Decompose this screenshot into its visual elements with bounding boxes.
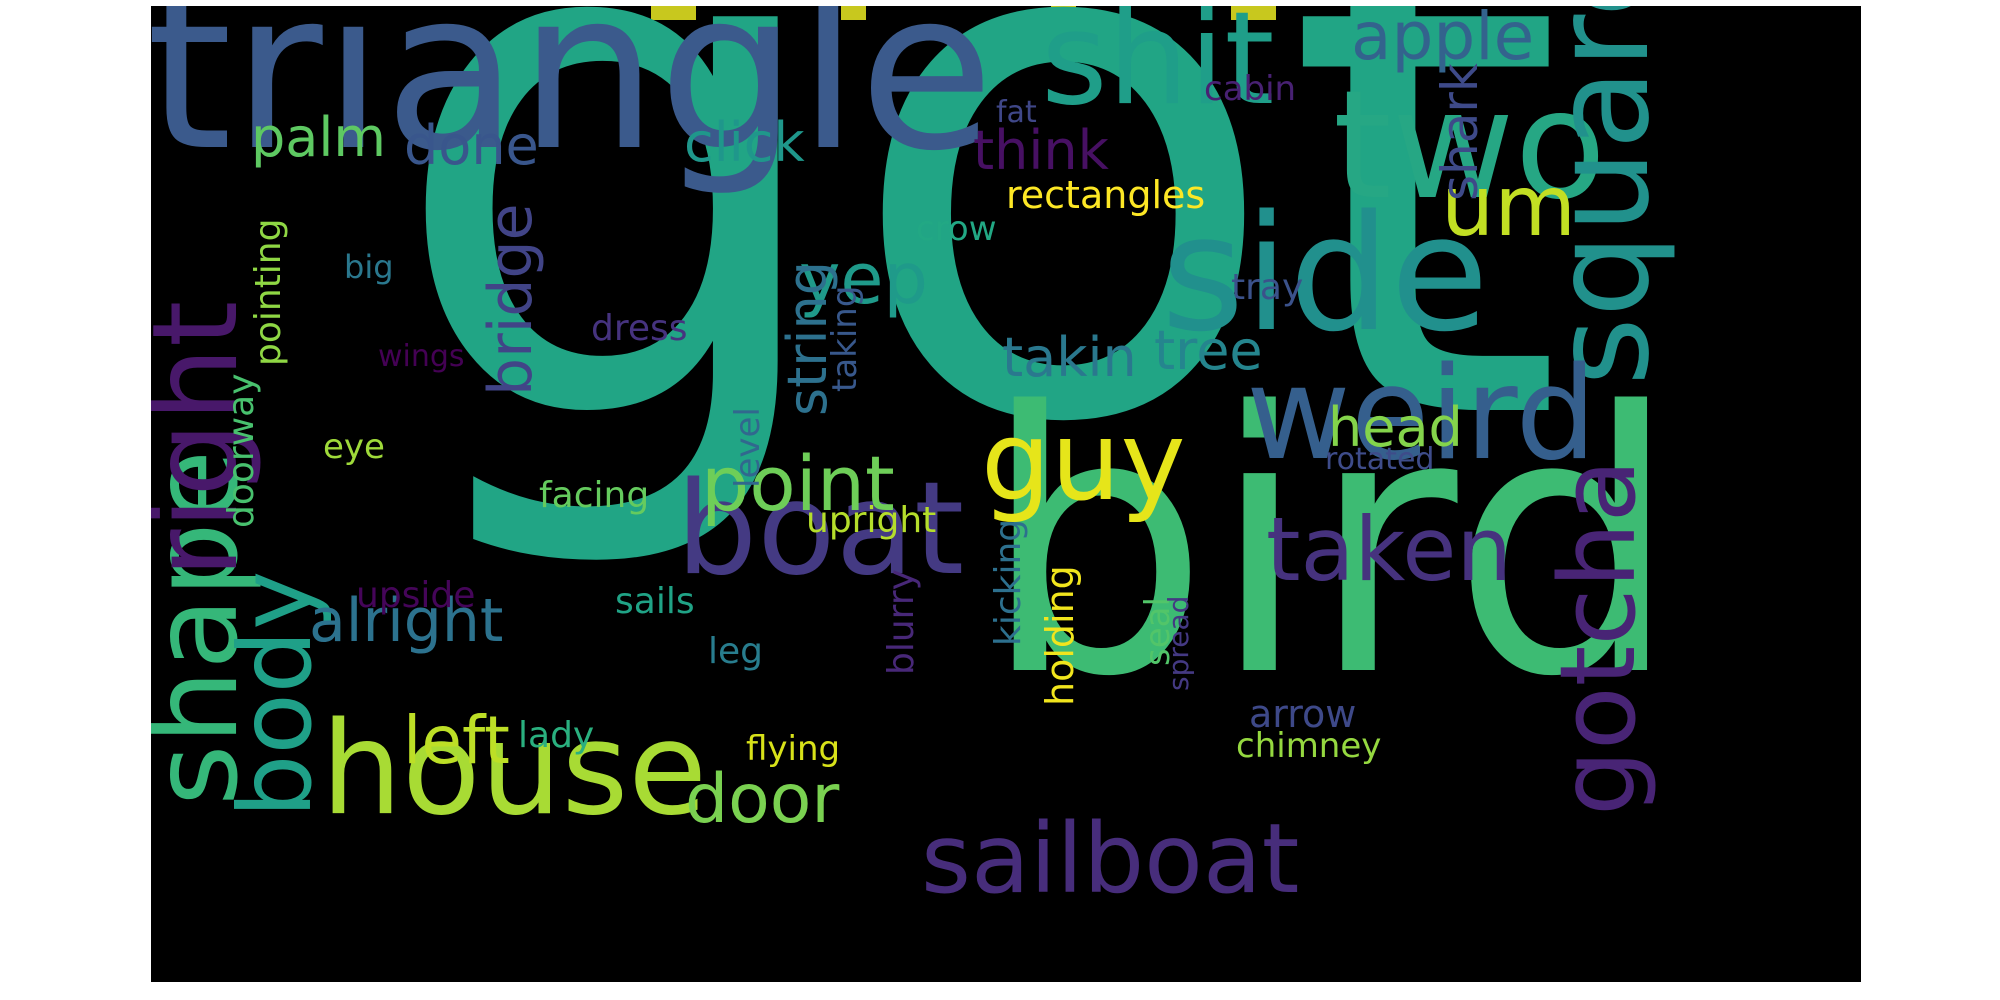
word-wings: wings bbox=[378, 339, 465, 374]
word-boat: boat bbox=[676, 455, 965, 604]
word-done: done bbox=[404, 114, 539, 177]
word-taking: taking bbox=[825, 285, 865, 392]
word-head: head bbox=[1328, 396, 1463, 459]
word-pointing: pointing bbox=[248, 218, 289, 366]
word-click: click bbox=[684, 111, 805, 174]
word-tray: tray bbox=[1231, 267, 1304, 308]
word-fat: fat bbox=[996, 95, 1037, 130]
word-doorway: doorway bbox=[221, 373, 262, 528]
word-rotated: rotated bbox=[1325, 442, 1435, 477]
word-flying: flying bbox=[746, 729, 841, 769]
word-kicking: kicking bbox=[988, 518, 1029, 646]
word-eye: eye bbox=[323, 427, 385, 467]
word-leg: leg bbox=[708, 631, 764, 672]
word-chimney: chimney bbox=[1236, 726, 1382, 766]
word-dress: dress bbox=[591, 308, 688, 349]
word-bird: bird bbox=[981, 336, 1680, 755]
word-rectangles: rectangles bbox=[1006, 173, 1206, 217]
word-house: house bbox=[321, 695, 707, 844]
word-side: side bbox=[1161, 180, 1489, 367]
word-got: got bbox=[386, 6, 1566, 580]
word-door: door bbox=[685, 760, 840, 839]
word-facing: facing bbox=[539, 475, 650, 516]
word-triangle: triangle bbox=[151, 6, 995, 199]
word-arrow: arrow bbox=[1249, 692, 1357, 736]
word-lady: lady bbox=[518, 715, 595, 756]
clipped-word-top-1 bbox=[651, 6, 696, 20]
word-cabin: cabin bbox=[1204, 69, 1297, 109]
word-two: two bbox=[1333, 59, 1607, 233]
word-cloud: got bird triangle shit two side square weird hou… bbox=[151, 6, 1861, 982]
word-crow: crow bbox=[916, 209, 997, 249]
word-upside: upside bbox=[356, 575, 476, 616]
clipped-word-top-4 bbox=[1231, 6, 1276, 20]
clipped-word-top-2 bbox=[841, 6, 866, 20]
word-apple: apple bbox=[1351, 6, 1535, 75]
word-tree: tree bbox=[1154, 319, 1263, 382]
word-gotcha: gotcha bbox=[1537, 458, 1659, 816]
word-big: big bbox=[344, 248, 394, 286]
word-shark: shark bbox=[1431, 63, 1489, 201]
word-blurry: blurry bbox=[881, 569, 922, 675]
word-guy: guy bbox=[981, 397, 1186, 525]
word-yep: yep bbox=[799, 238, 928, 320]
word-um: um bbox=[1441, 157, 1577, 255]
word-shit: shit bbox=[1041, 6, 1275, 134]
word-left: left bbox=[403, 702, 510, 779]
word-think: think bbox=[973, 119, 1109, 182]
word-alright: alright bbox=[309, 586, 504, 656]
word-bridge: bridge bbox=[476, 203, 546, 396]
word-palm: palm bbox=[251, 106, 386, 169]
clipped-word-top-3 bbox=[1051, 6, 1076, 20]
word-taken: taken bbox=[1266, 498, 1513, 601]
word-weird: weird bbox=[1246, 340, 1597, 489]
word-spread: spread bbox=[1162, 595, 1195, 691]
word-level: level bbox=[728, 407, 768, 488]
word-point: point bbox=[701, 439, 895, 528]
word-sails: sails bbox=[615, 581, 695, 622]
word-holding: holding bbox=[1038, 565, 1082, 706]
word-sailboat: sailboat bbox=[921, 803, 1300, 915]
word-takin: takin bbox=[1002, 326, 1137, 389]
word-upright: upright bbox=[806, 500, 937, 541]
